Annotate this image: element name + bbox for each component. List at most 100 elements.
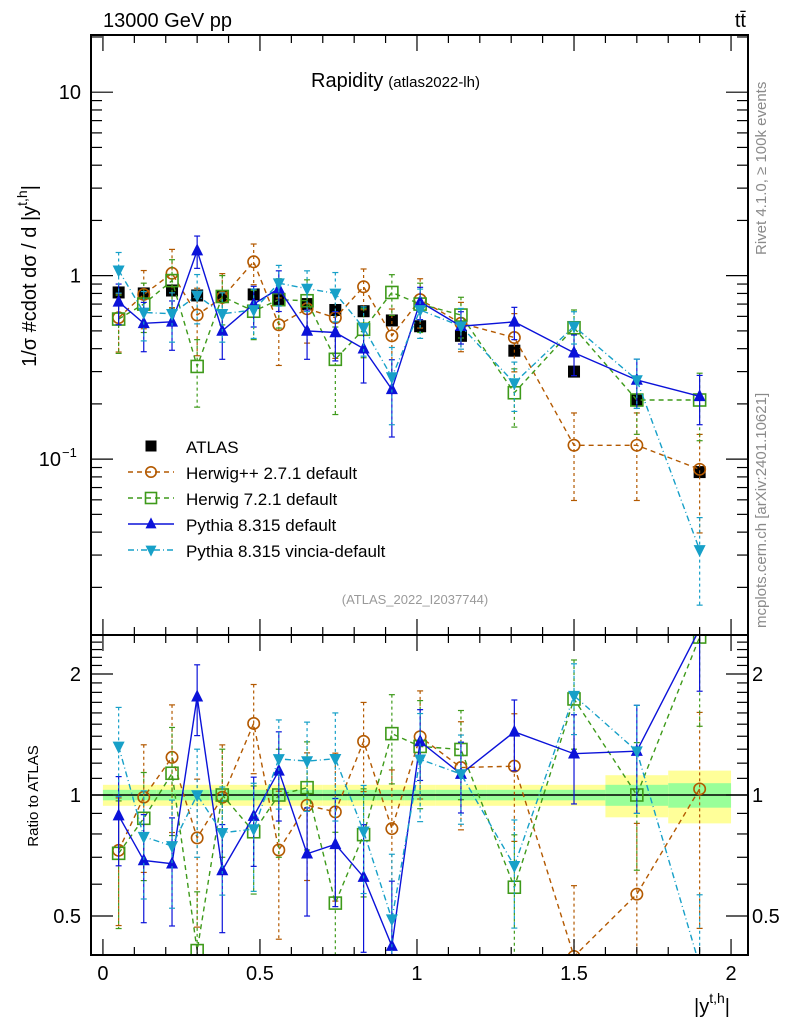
chart-subtitle: (atlas2022-lh): [388, 74, 480, 91]
data-point: [567, 438, 581, 452]
data-point: [112, 741, 125, 754]
ratio-y-axis-label: Ratio to ATLAS: [25, 745, 42, 846]
data-point: [329, 837, 342, 850]
data-point: [414, 305, 427, 318]
x-tick-label: 2: [725, 963, 736, 985]
data-point: [385, 382, 398, 395]
data-point: [329, 325, 342, 338]
data-point: [385, 372, 398, 385]
data-point: [630, 438, 644, 452]
legend-label: Pythia 8.315 default: [186, 516, 337, 535]
series-line: [118, 636, 701, 951]
legend-entry: Herwig 7.2.1 default: [128, 490, 337, 509]
series-3: [112, 251, 706, 606]
ratio-tick-label-left: 1: [70, 785, 81, 807]
data-point: [190, 359, 204, 374]
x-tick-label: 0.5: [246, 963, 274, 985]
data-point: [112, 265, 125, 278]
data-point: [272, 843, 286, 857]
rivet-label: Rivet 4.1.0, ≥ 100k events: [753, 82, 770, 255]
data-point: [630, 746, 643, 759]
x-axis-label-main: |y: [694, 996, 709, 1018]
data-point: [301, 756, 314, 769]
data-point: [508, 861, 521, 874]
data-point: [357, 826, 370, 839]
mcplots-label: mcplots.cern.ch [arXiv:2401.10621]: [753, 393, 770, 628]
data-point: [693, 389, 706, 402]
legend-marker: [145, 440, 157, 452]
y-tick-label: 1: [70, 266, 81, 288]
data-point: [272, 278, 285, 291]
data-point: [215, 289, 230, 304]
data-point: [247, 716, 261, 730]
data-point: [165, 766, 179, 781]
atlas-point: [385, 314, 398, 327]
ratio-series-0: [112, 683, 707, 955]
ratio-tick-label-left: 2: [70, 664, 81, 686]
data-point: [216, 863, 229, 876]
data-point: [247, 824, 260, 837]
data-point: [191, 689, 204, 702]
data-point: [191, 790, 204, 803]
data-point: [272, 754, 285, 767]
x-tick-label: 1.5: [560, 963, 588, 985]
legend-entry: Pythia 8.315 vincia-default: [128, 542, 386, 561]
data-point: [216, 308, 229, 321]
data-point: [385, 726, 399, 741]
data-point: [630, 375, 643, 388]
header-left: 13000 GeV pp: [103, 10, 232, 32]
data-point: [301, 846, 314, 859]
data-point: [568, 321, 581, 334]
legend-marker: [145, 545, 157, 557]
series-1: [111, 259, 707, 442]
data-point: [385, 285, 399, 300]
chart-title-main: Rapidity: [311, 70, 383, 92]
legend-label: Pythia 8.315 vincia-default: [186, 542, 386, 561]
data-point: [112, 294, 125, 307]
data-point: [508, 378, 521, 391]
data-point: [300, 780, 314, 795]
data-point: [385, 822, 399, 836]
legend-label: Herwig 7.2.1 default: [186, 490, 337, 509]
data-point: [190, 308, 204, 322]
data-point: [247, 305, 260, 318]
legend-marker: [144, 465, 158, 479]
x-axis-label-sup: t,h: [709, 990, 725, 1006]
y-tick-label-exponent: −1: [62, 445, 77, 460]
data-point: [414, 294, 427, 307]
y-axis-label-bar: |: [19, 185, 41, 190]
analysis-id: (ATLAS_2022_I2037744): [342, 592, 488, 607]
data-point: [568, 746, 581, 759]
data-point: [329, 288, 342, 301]
x-tick-label: 0: [97, 963, 108, 985]
data-point: [166, 308, 179, 321]
data-point: [385, 914, 398, 927]
series-line: [117, 694, 698, 955]
legend-label: ATLAS: [186, 438, 239, 457]
data-point: [247, 255, 261, 269]
series-2: [112, 235, 706, 438]
data-point: [357, 734, 371, 748]
ratio-tick-label-left: 0.5: [53, 906, 81, 928]
legend-entry: Pythia 8.315 default: [128, 516, 337, 535]
series-layer: [111, 235, 707, 973]
ratio-tick-label-right: 1: [752, 785, 763, 807]
ratio-tick-label-right: 0.5: [752, 906, 780, 928]
data-point: [454, 769, 467, 782]
x-axis-label: |yt,h|: [694, 990, 730, 1018]
data-point: [414, 754, 427, 767]
data-point: [165, 273, 179, 288]
x-tick-label: 1: [411, 963, 422, 985]
series-line: [118, 279, 700, 401]
legend-marker: [144, 491, 158, 505]
data-point: [385, 329, 399, 343]
data-point: [137, 307, 150, 320]
data-point: [508, 724, 521, 737]
data-point: [693, 462, 707, 476]
y-axis-label-main: 1/σ #cdot dσ / d |y: [19, 206, 41, 367]
data-point: [329, 753, 342, 766]
data-point: [693, 782, 707, 796]
data-point: [694, 961, 706, 973]
